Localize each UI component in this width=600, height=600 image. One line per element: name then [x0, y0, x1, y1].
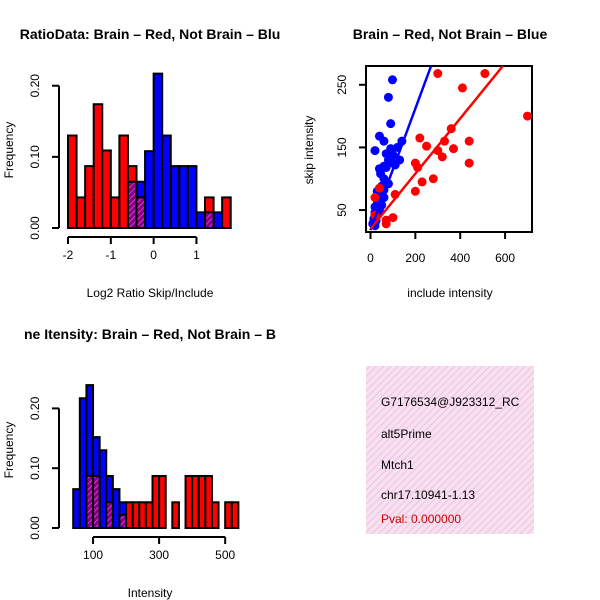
- scatter-y-label: skip intensity: [302, 116, 316, 185]
- ratio-bars: [67, 72, 232, 230]
- event-type-text: alt5Prime: [381, 427, 432, 441]
- intensity-x-tick-label: 500: [215, 548, 235, 562]
- scatter-marks: [368, 65, 533, 231]
- ratio-bar-brain-0: [67, 134, 78, 229]
- ratio-bar-notbrain-3: [152, 72, 164, 229]
- scatter-point-brain: [381, 219, 391, 229]
- intensity-x-tick-label: 100: [83, 548, 103, 562]
- scatter-point-brain: [523, 111, 533, 121]
- scatter-y-tick-label: 50: [335, 203, 349, 217]
- scatter-point-brain: [480, 69, 490, 79]
- ratio-y-label: Frequency: [2, 122, 16, 179]
- intensity-chart-title: ne Itensity: Brain – Red, Not Brain – B: [24, 326, 276, 342]
- scatter-x-tick-label: 0: [367, 251, 374, 265]
- scatter-point-brain: [370, 193, 380, 203]
- scatter-point-notbrain: [370, 146, 380, 156]
- scatter-point-brain: [464, 136, 474, 146]
- ratio-bar-brain-1: [75, 196, 87, 229]
- ratio-bar-brain-6: [118, 134, 129, 229]
- ratio-bar-brain-4: [101, 149, 112, 229]
- pval-text: Pval: 0.000000: [381, 512, 461, 526]
- intensity-axes: 100 300 500 0.00 0.10 0.20: [28, 396, 236, 562]
- scatter-point-notbrain: [379, 136, 389, 146]
- scatter-point-brain: [433, 69, 443, 79]
- intensity-y-tick-label: 0.20: [28, 396, 42, 420]
- ratio-y-tick-label: 0.20: [28, 74, 42, 98]
- ratio-bar-notbrain-5: [169, 165, 181, 229]
- scatter-axes: 0 200 400 600 50 150 250: [335, 74, 515, 265]
- scatter-point-brain: [410, 186, 420, 196]
- intensity-bar-overlap-1: [92, 474, 101, 530]
- gene-name-text: Mtch1: [381, 458, 414, 472]
- scatter-point-notbrain: [387, 75, 397, 85]
- scatter-point-brain: [422, 141, 432, 151]
- scatter-point-notbrain: [386, 119, 396, 129]
- scatter-chart-title: Brain – Red, Not Brain – Blue: [353, 26, 548, 42]
- scatter-fit-line-notbrain: [369, 65, 433, 231]
- ratio-chart-title: RatioData: Brain – Red, Not Brain – Blu: [20, 26, 281, 42]
- intensity-histogram-panel: ne Itensity: Brain – Red, Not Brain – B …: [2, 326, 276, 600]
- intensity-bar-overlap-3: [118, 513, 128, 529]
- scatter-point-brain: [415, 133, 425, 143]
- ratio-bar-brain-3: [92, 103, 104, 229]
- ratio-x-tick-label: -2: [63, 248, 74, 262]
- scatter-x-tick-label: 400: [450, 251, 470, 265]
- ratio-bar-overlap-1: [135, 196, 147, 229]
- scatter-point-brain: [417, 177, 427, 187]
- scatter-x-tick-label: 200: [405, 251, 425, 265]
- ratio-bar-notbrain-4: [161, 134, 172, 229]
- probe-id-text: G7176534@J923312_RC: [381, 395, 520, 409]
- intensity-bar-overlap-2: [105, 501, 114, 529]
- intensity-x-tick-label: 300: [149, 548, 169, 562]
- scatter-point-notbrain: [381, 162, 391, 172]
- info-panel: G7176534@J923312_RC alt5Prime Mtch1 chr1…: [366, 366, 534, 534]
- ratio-bar-overlap-0: [126, 180, 138, 230]
- scatter-fit-line-brain: [369, 65, 504, 230]
- ratio-y-tick-label: 0.00: [28, 216, 42, 240]
- ratio-bar-notbrain-7: [186, 165, 198, 229]
- ratio-x-tick-label: 0: [150, 248, 157, 262]
- ratio-axes: -2 -1 0 1 0.00 0.10 0.20: [28, 74, 200, 262]
- ratio-x-tick-label: 1: [193, 248, 200, 262]
- intensity-bars: [72, 384, 240, 530]
- scatter-x-label: include intensity: [407, 286, 492, 300]
- scatter-y-tick-label: 250: [335, 74, 349, 94]
- scatter-point-notbrain: [383, 92, 393, 102]
- location-text: chr17.10941-1.13: [381, 488, 475, 502]
- scatter-y-tick-label: 150: [335, 137, 349, 157]
- scatter-point-brain: [428, 174, 438, 184]
- intensity-y-tick-label: 0.10: [28, 456, 42, 480]
- ratio-bar-brain-10: [221, 196, 232, 229]
- intensity-bar-brain-17: [230, 501, 240, 529]
- ratio-bar-notbrain-10: [212, 211, 224, 230]
- ratio-bar-notbrain-2: [144, 150, 155, 229]
- scatter-point-brain: [374, 183, 384, 193]
- intensity-bar-brain-9: [158, 474, 167, 530]
- scatter-point-brain: [464, 158, 474, 168]
- scatter-x-tick-label: 600: [495, 251, 515, 265]
- scatter-point-brain: [457, 83, 467, 93]
- scatter-plot-frame: [365, 65, 533, 233]
- scatter-point-brain: [448, 144, 458, 154]
- intensity-y-tick-label: 0.00: [28, 516, 42, 540]
- ratio-x-label: Log2 Ratio Skip/Include: [87, 286, 214, 300]
- ratio-histogram-panel: RatioData: Brain – Red, Not Brain – Blu …: [2, 26, 280, 300]
- ratio-bar-notbrain-6: [178, 165, 189, 229]
- intensity-x-label: Intensity: [128, 586, 173, 600]
- ratio-bar-overlap-2: [204, 211, 215, 230]
- ratio-x-tick-label: -1: [105, 248, 116, 262]
- info-panel-background: [366, 366, 534, 534]
- scatter-panel: Brain – Red, Not Brain – Blue 0 200 400 600…: [302, 26, 547, 300]
- ratio-bar-brain-5: [109, 196, 121, 229]
- scatter-point-brain: [437, 152, 447, 162]
- ratio-bar-notbrain-8: [195, 211, 207, 230]
- ratio-y-tick-label: 0.10: [28, 145, 42, 169]
- ratio-bar-brain-2: [84, 165, 95, 229]
- intensity-bar-brain-15: [210, 501, 220, 529]
- intensity-y-label: Frequency: [2, 422, 16, 479]
- intensity-bar-brain-10: [171, 501, 180, 529]
